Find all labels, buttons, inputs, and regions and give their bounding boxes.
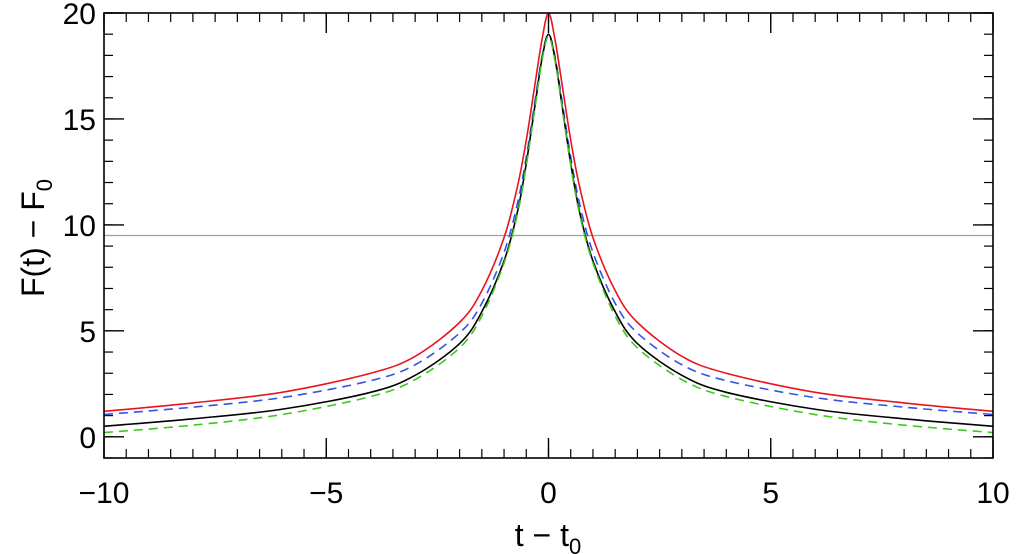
plot-frame (103, 12, 994, 459)
series-line-2 (103, 33, 994, 416)
y-axis-label: F(t) − F0 (15, 179, 57, 297)
series-line-1 (103, 12, 994, 413)
y-tick-label: 0 (79, 422, 96, 455)
y-tick-label: 20 (63, 0, 96, 31)
series-line-3 (103, 33, 994, 428)
y-tick-label: 5 (79, 316, 96, 349)
x-tick-label: −5 (309, 477, 343, 510)
series-line-4 (103, 35, 994, 434)
y-tick-label: 15 (63, 104, 96, 137)
x-tick-labels: −10 −5 0 5 10 (79, 477, 1010, 510)
x-tick-label: 5 (762, 477, 779, 510)
x-tick-label: −10 (79, 477, 130, 510)
y-tick-label: 10 (63, 210, 96, 243)
series-group (103, 12, 994, 434)
x-axis-label: t − t0 (515, 517, 582, 554)
x-tick-label: 0 (540, 477, 557, 510)
x-tick-label: 10 (976, 477, 1009, 510)
y-tick-labels: 0 5 10 15 20 (63, 0, 96, 455)
major-ticks (103, 12, 994, 458)
